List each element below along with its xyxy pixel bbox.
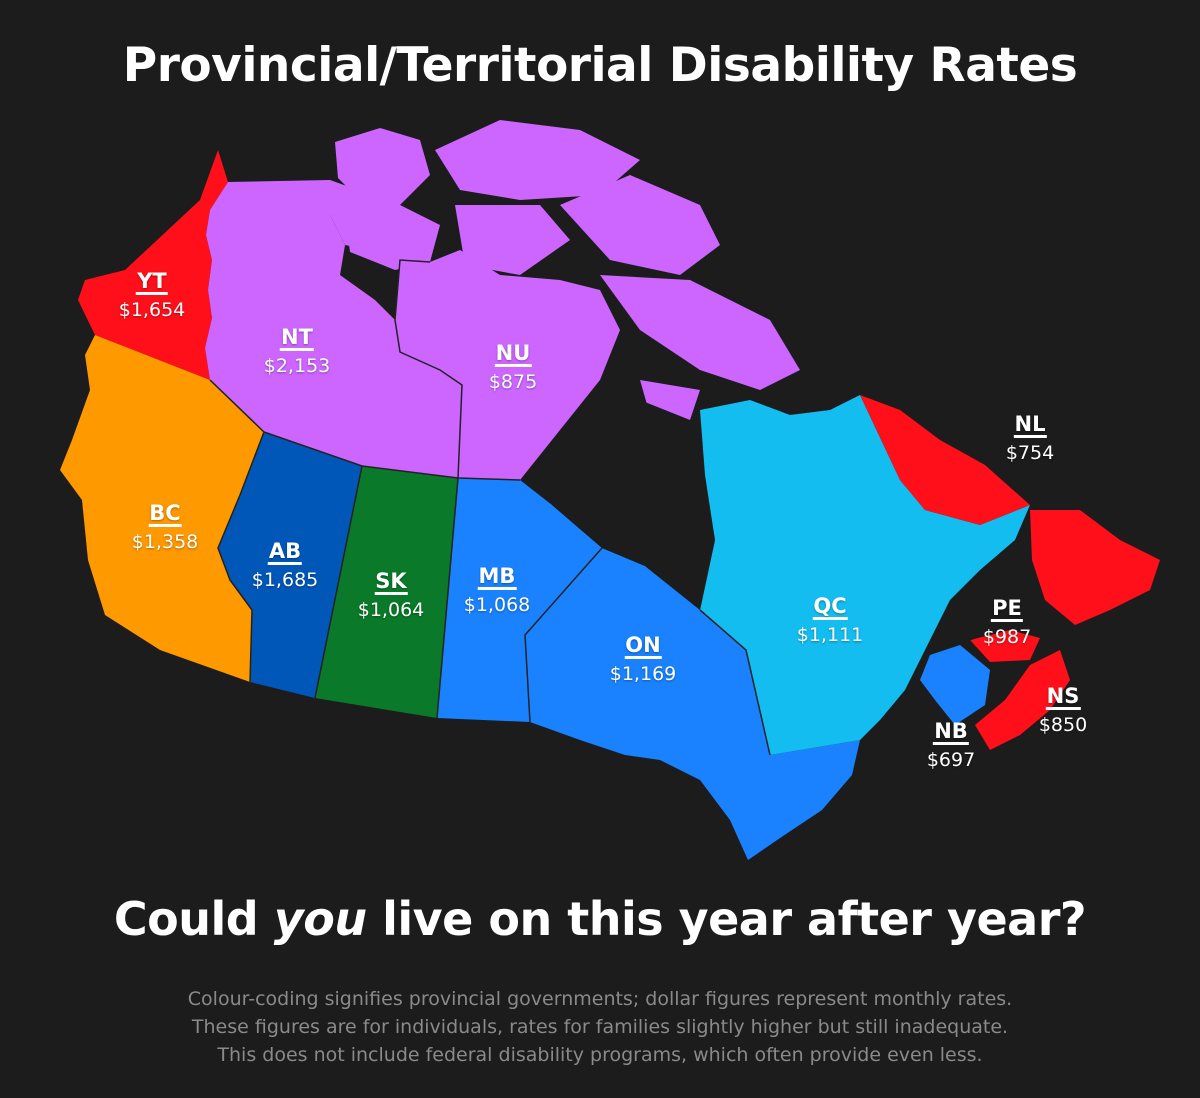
label-nb: NB $697	[927, 720, 975, 771]
label-nt: NT $2,153	[264, 326, 330, 377]
region-yt	[78, 150, 228, 380]
region-code: MB	[477, 564, 517, 590]
region-ns	[975, 650, 1070, 750]
region-code: NS	[1045, 684, 1081, 710]
region-code: NB	[933, 719, 969, 745]
page-title: Provincial/Territorial Disability Rates	[122, 38, 1078, 93]
arctic-island	[560, 175, 720, 275]
footnote-line: These figures are for individuals, rates…	[191, 1016, 1009, 1038]
label-bc: BC $1,358	[132, 502, 198, 553]
label-nu: NU $875	[489, 342, 537, 393]
label-nl: NL $754	[1006, 413, 1054, 464]
region-rate: $1,064	[357, 599, 425, 621]
tagline-emphasis: you	[273, 892, 367, 946]
label-ab: AB $1,685	[252, 540, 318, 591]
region-code: QC	[812, 594, 848, 620]
label-qc: QC $1,111	[797, 595, 863, 646]
region-code: BC	[148, 501, 182, 527]
tagline-before: Could	[113, 892, 274, 946]
region-rate: $875	[488, 371, 538, 393]
arctic-island	[600, 275, 800, 390]
region-code: SK	[374, 569, 408, 595]
arctic-island	[435, 120, 640, 200]
region-code: NU	[494, 341, 532, 367]
label-mb: MB $1,068	[464, 565, 530, 616]
borders	[209, 259, 771, 756]
region-rate: $1,358	[131, 531, 199, 553]
region-rate: $1,654	[118, 299, 186, 321]
region-rate: $697	[926, 749, 976, 771]
region-code: AB	[267, 539, 303, 565]
region-nl	[860, 395, 1030, 525]
region-rate: $754	[1005, 442, 1055, 464]
region-qc	[700, 395, 1030, 755]
region-on	[525, 548, 860, 860]
footnote: Colour-coding signifies provincial gover…	[0, 985, 1200, 1069]
region-nt	[205, 180, 462, 478]
label-pe: PE $987	[983, 597, 1031, 648]
region-code: NL	[1013, 412, 1047, 438]
region-code: ON	[624, 633, 662, 659]
region-rate: $987	[982, 626, 1032, 648]
region-rate: $2,153	[263, 355, 331, 377]
region-nl-island	[1030, 510, 1160, 625]
arctic-island	[455, 205, 570, 275]
region-nb	[920, 645, 990, 725]
tagline-after: live on this year after year?	[366, 892, 1087, 946]
arctic-island	[335, 128, 430, 205]
label-sk: SK $1,064	[358, 570, 424, 621]
region-pe	[970, 630, 1040, 662]
region-rate: $850	[1038, 714, 1088, 736]
region-rate: $1,685	[251, 569, 319, 591]
region-rate: $1,068	[463, 594, 531, 616]
region-ab	[218, 432, 362, 698]
region-nu	[330, 180, 620, 480]
region-bc	[60, 335, 264, 682]
hudson-bay	[540, 395, 715, 610]
label-on: ON $1,169	[610, 634, 676, 685]
label-yt: YT $1,654	[119, 270, 185, 321]
footnote-line: Colour-coding signifies provincial gover…	[187, 988, 1013, 1010]
region-rate: $1,169	[609, 663, 677, 685]
region-code: NT	[280, 325, 314, 351]
tagline: Could you live on this year after year?	[0, 892, 1200, 946]
region-code: PE	[991, 596, 1023, 622]
region-rate: $1,111	[796, 624, 864, 646]
region-code: YT	[136, 269, 168, 295]
region-mb	[437, 478, 602, 722]
gulf-of-st-lawrence	[930, 575, 1020, 645]
footnote-line: This does not include federal disability…	[217, 1044, 983, 1066]
label-ns: NS $850	[1039, 685, 1087, 736]
